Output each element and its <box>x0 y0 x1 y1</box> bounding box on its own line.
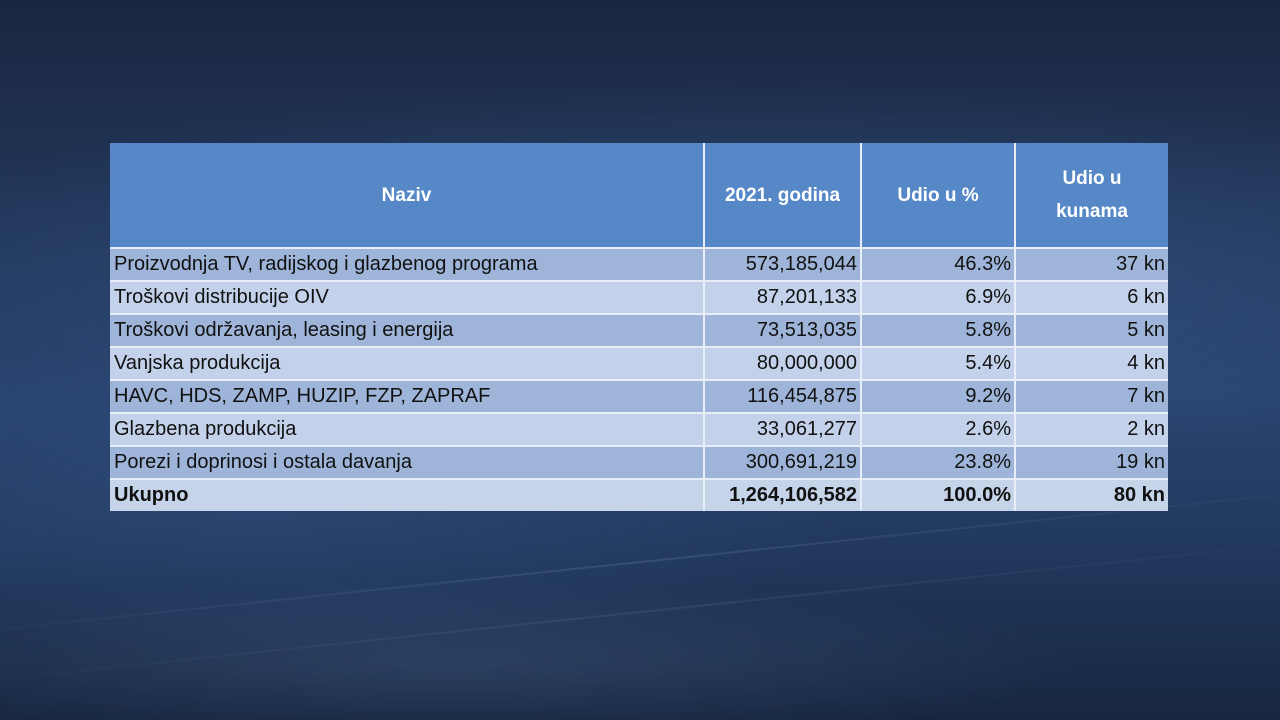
table-header-row: Naziv 2021. godina Udio u % Udio u kunam… <box>110 143 1168 249</box>
header-udio-kune-line2: kunama <box>1056 201 1128 222</box>
budget-table: Naziv 2021. godina Udio u % Udio u kunam… <box>110 143 1168 511</box>
header-naziv: Naziv <box>110 143 705 249</box>
table-total-row: Ukupno 1,264,106,582 100.0% 80 kn <box>110 479 1168 511</box>
cell-iznos: 33,061,277 <box>704 413 862 447</box>
cell-iznos: 80,000,000 <box>704 347 862 381</box>
cell-postotak: 6.9% <box>861 281 1016 315</box>
table-row: Proizvodnja TV, radijskog i glazbenog pr… <box>110 248 1168 282</box>
total-iznos: 1,264,106,582 <box>704 479 862 511</box>
cell-iznos: 300,691,219 <box>704 446 862 480</box>
cell-naziv: Troškovi distribucije OIV <box>110 281 705 315</box>
budget-table-container: Naziv 2021. godina Udio u % Udio u kunam… <box>110 143 1168 511</box>
cell-kune: 6 kn <box>1015 281 1168 315</box>
cell-kune: 37 kn <box>1015 248 1168 282</box>
cell-naziv: Vanjska produkcija <box>110 347 705 381</box>
table-row: Glazbena produkcija 33,061,277 2.6% 2 kn <box>110 413 1168 447</box>
header-udio-kune-line1: Udio u <box>1062 168 1122 189</box>
header-godina: 2021. godina <box>704 143 862 249</box>
cell-postotak: 23.8% <box>861 446 1016 480</box>
header-udio-kune: Udio u kunama <box>1015 143 1168 249</box>
cell-iznos: 87,201,133 <box>704 281 862 315</box>
cell-naziv: Troškovi održavanja, leasing i energija <box>110 314 705 348</box>
cell-iznos: 73,513,035 <box>704 314 862 348</box>
table-row: HAVC, HDS, ZAMP, HUZIP, FZP, ZAPRAF 116,… <box>110 380 1168 414</box>
table-row: Troškovi distribucije OIV 87,201,133 6.9… <box>110 281 1168 315</box>
cell-kune: 7 kn <box>1015 380 1168 414</box>
cell-iznos: 573,185,044 <box>704 248 862 282</box>
cell-postotak: 2.6% <box>861 413 1016 447</box>
table-row: Vanjska produkcija 80,000,000 5.4% 4 kn <box>110 347 1168 381</box>
cell-kune: 4 kn <box>1015 347 1168 381</box>
total-postotak: 100.0% <box>861 479 1016 511</box>
cell-postotak: 5.8% <box>861 314 1016 348</box>
cell-postotak: 46.3% <box>861 248 1016 282</box>
cell-naziv: HAVC, HDS, ZAMP, HUZIP, FZP, ZAPRAF <box>110 380 705 414</box>
cell-postotak: 9.2% <box>861 380 1016 414</box>
table-row: Porezi i doprinosi i ostala davanja 300,… <box>110 446 1168 480</box>
cell-naziv: Proizvodnja TV, radijskog i glazbenog pr… <box>110 248 705 282</box>
header-udio-postotak: Udio u % <box>861 143 1016 249</box>
total-naziv: Ukupno <box>110 479 705 511</box>
table-row: Troškovi održavanja, leasing i energija … <box>110 314 1168 348</box>
cell-kune: 5 kn <box>1015 314 1168 348</box>
cell-postotak: 5.4% <box>861 347 1016 381</box>
cell-naziv: Glazbena produkcija <box>110 413 705 447</box>
total-kune: 80 kn <box>1015 479 1168 511</box>
cell-kune: 19 kn <box>1015 446 1168 480</box>
cell-naziv: Porezi i doprinosi i ostala davanja <box>110 446 705 480</box>
cell-kune: 2 kn <box>1015 413 1168 447</box>
cell-iznos: 116,454,875 <box>704 380 862 414</box>
background-streak <box>0 531 1280 691</box>
